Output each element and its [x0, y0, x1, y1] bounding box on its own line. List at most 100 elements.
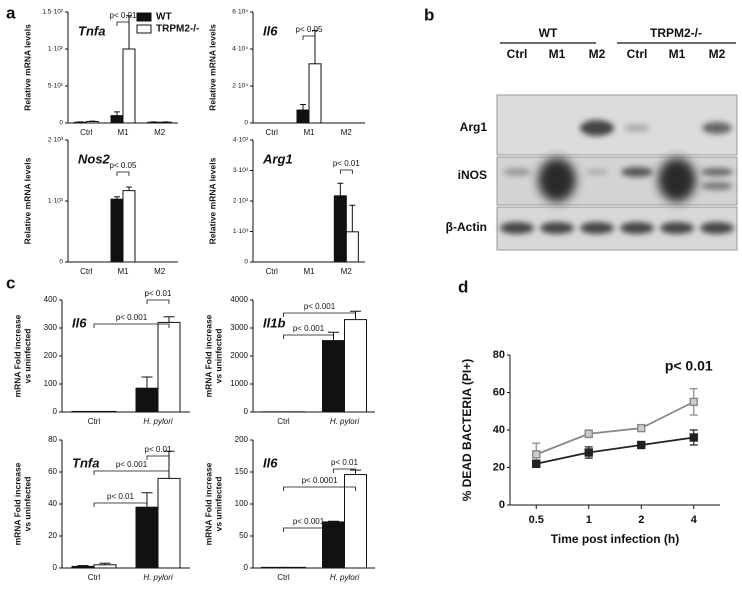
x-tick-label: H. pylori	[330, 417, 360, 426]
x-tick-label: M1	[303, 128, 315, 137]
x-tick-label: H. pylori	[143, 573, 173, 582]
error-bar	[126, 15, 132, 49]
y-tick-label: 20	[48, 531, 57, 540]
y-tick-label: 100	[44, 379, 58, 388]
y-tick-label: 5·10¹	[48, 83, 64, 90]
x-tick-label: Ctrl	[80, 267, 93, 276]
line	[535, 401, 695, 456]
significance-bracket	[93, 470, 170, 475]
legend-label: WT	[156, 12, 172, 23]
annotation: p< 0.01	[331, 458, 358, 467]
significance-bracket	[283, 334, 334, 339]
significance-bracket	[339, 169, 353, 174]
y-axis-label: Relative mRNA levels	[22, 24, 32, 111]
annotation: p< 0.001	[293, 324, 325, 333]
x-tick-label: 2	[638, 514, 644, 526]
panel-label: b	[424, 5, 434, 24]
marker	[584, 429, 593, 438]
y-tick-label: 80	[48, 435, 57, 444]
marker	[689, 397, 698, 407]
bar	[135, 506, 159, 569]
y-axis-label: mRNA Fold increase	[12, 462, 22, 545]
marker	[584, 448, 593, 457]
x-tick-label: Ctrl	[277, 573, 290, 582]
annotation: p< 0.001	[116, 460, 148, 469]
y-axis-label: mRNA Fold increase	[203, 462, 213, 545]
lane-label: Ctrl	[507, 47, 528, 61]
y-axis-label: vs uninfected	[22, 477, 32, 532]
bar	[322, 340, 345, 413]
group-label: WT	[539, 26, 558, 40]
y-tick-label: 2000	[230, 351, 248, 360]
y-axis-label: Relative mRNA levels	[207, 157, 217, 244]
marker	[532, 450, 541, 459]
panel-label: a	[6, 3, 16, 22]
error-bar	[300, 104, 306, 111]
bar	[157, 477, 181, 569]
y-tick-label: 80	[493, 349, 505, 361]
error-bar	[337, 182, 344, 196]
x-tick-label: Ctrl	[88, 417, 101, 426]
y-tick-label: 200	[235, 435, 249, 444]
y-axis-label: Relative mRNA levels	[22, 157, 32, 244]
annotation: p< 0.001	[116, 313, 148, 322]
y-tick-label: 0	[244, 259, 248, 266]
y-tick-label: 100	[235, 499, 249, 508]
bar	[333, 195, 347, 263]
annotation: p< 0.01	[333, 159, 360, 168]
bar	[71, 410, 95, 413]
chart-title: Nos2	[78, 151, 111, 166]
x-tick-label: 0.5	[529, 514, 544, 526]
chart-title: Arg1	[262, 151, 293, 166]
marker	[689, 433, 698, 442]
x-tick-label: M2	[341, 128, 353, 137]
y-axis-label: mRNA Fold increase	[12, 314, 22, 397]
bar	[283, 566, 306, 569]
annotation: p< 0.01	[145, 289, 172, 298]
bar	[261, 566, 284, 569]
y-tick-label: 4000	[230, 295, 248, 304]
y-tick-label: 6·10⁴	[232, 9, 248, 16]
x-axis-label: Time post infection (h)	[551, 532, 679, 546]
y-tick-label: 40	[48, 499, 57, 508]
chart-title: Il6	[263, 23, 278, 38]
bands	[538, 158, 696, 202]
y-tick-label: 50	[239, 531, 248, 540]
y-tick-label: 1·10³	[48, 198, 64, 205]
lane-label: M2	[709, 47, 726, 61]
y-tick-label: 3·10³	[233, 167, 249, 174]
error-bar	[114, 111, 120, 116]
x-tick-label: H. pylori	[330, 573, 360, 582]
y-tick-label: 4·10³	[233, 137, 249, 144]
y-tick-label: 0	[53, 407, 58, 416]
chart-title: Il6	[263, 455, 278, 470]
x-tick-label: Ctrl	[277, 417, 290, 426]
panel-label: c	[6, 273, 15, 292]
x-tick-label: Ctrl	[265, 128, 278, 137]
significance-bracket	[333, 468, 356, 473]
significance-bracket	[93, 502, 148, 507]
chart-title: Tnfa	[72, 455, 99, 470]
row-label: β-Actin	[446, 220, 487, 234]
bands	[500, 120, 734, 234]
x-tick-label: M2	[154, 267, 166, 276]
bar	[308, 63, 322, 124]
y-tick-label: 0	[244, 563, 249, 572]
x-tick-label: M1	[117, 128, 129, 137]
bar	[71, 565, 95, 569]
y-tick-label: 2·10⁴	[232, 83, 248, 90]
error-bar	[77, 565, 89, 567]
y-tick-label: 60	[48, 467, 57, 476]
blot-row	[496, 94, 738, 156]
y-tick-label: 300	[44, 323, 58, 332]
x-tick-label: Ctrl	[80, 128, 93, 137]
error-bar	[141, 376, 153, 389]
marker	[637, 440, 646, 450]
y-tick-label: 20	[493, 461, 505, 473]
y-tick-label: 0	[53, 563, 58, 572]
chart-title: Tnfa	[78, 23, 105, 38]
error-bar	[349, 204, 356, 232]
significance-bracket	[93, 323, 170, 328]
x-tick-label: M1	[303, 267, 315, 276]
lane-label: M2	[589, 47, 606, 61]
